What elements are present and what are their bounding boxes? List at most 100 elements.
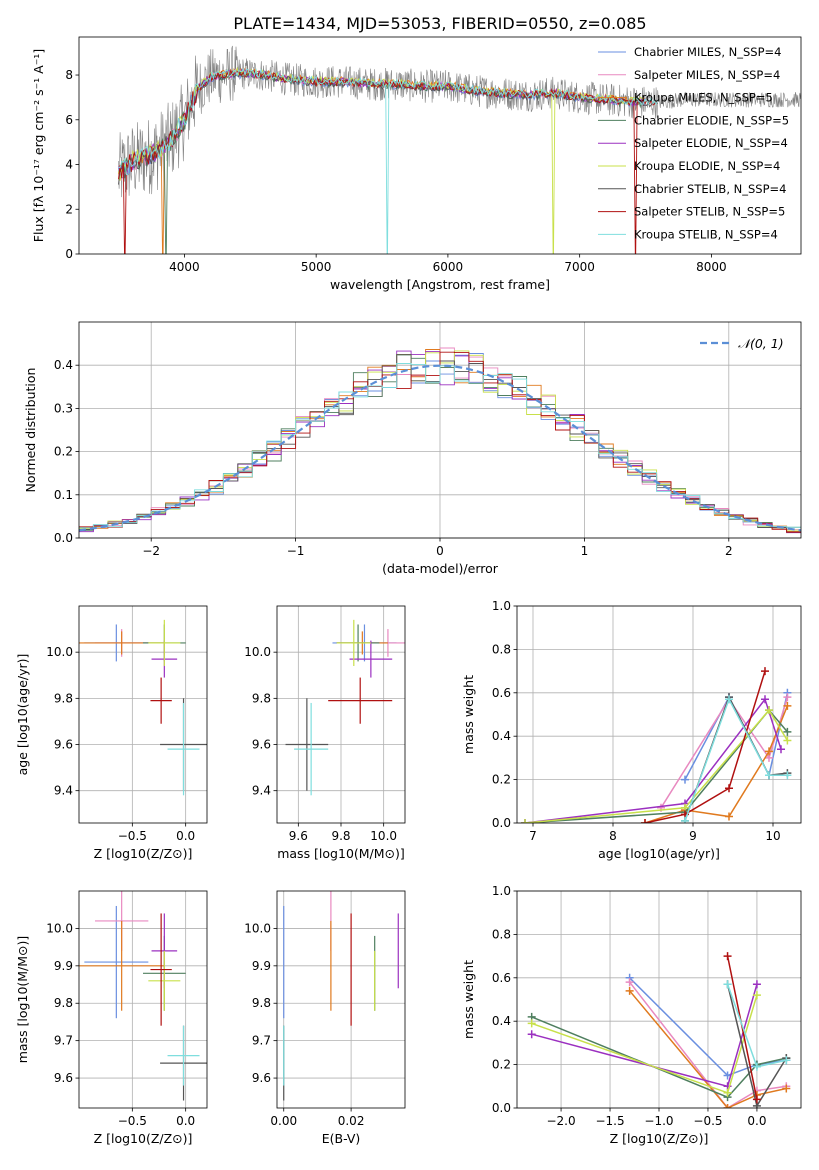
model-spectrum-salpeter-stelib (118, 68, 658, 254)
x-axis-label: Z [log10(Z/Z⊙)] (94, 1131, 193, 1146)
y-tick-label: 9.9 (252, 959, 271, 973)
errorbar-kroupa-stelib (294, 702, 329, 796)
grid (277, 606, 405, 823)
x-tick-label: 9 (689, 829, 697, 843)
series-marker (725, 695, 733, 704)
series-marker (725, 812, 733, 821)
x-tick-label: 5000 (301, 260, 332, 274)
figure-title: PLATE=1434, MJD=53053, FIBERID=0550, z=0… (233, 14, 646, 33)
x-tick-label: 6000 (433, 260, 464, 274)
axes-residuals: −2 −1 0 1 2 0.0 0.1 0.2 0.3 0.4 (data-model)/error… (23, 321, 802, 576)
legend-label: Chabrier MILES, N_SSP=4 (634, 45, 781, 59)
series-marker (625, 986, 634, 995)
x-axis-label: wavelength [Angstrom, rest frame] (330, 277, 550, 292)
y-tick-label: 0 (65, 247, 73, 261)
y-tick-label: 0.4 (492, 1014, 511, 1028)
legend-label: Chabrier ELODIE, N_SSP=5 (634, 113, 789, 127)
series-marker (527, 1019, 536, 1028)
plot-area (527, 952, 791, 1108)
y-tick-label: 9.4 (252, 784, 271, 798)
series-line (629, 977, 787, 1077)
series-marker (723, 980, 732, 989)
series-line (531, 1016, 787, 1099)
x-tick-label: 8000 (696, 260, 727, 274)
axes-frame (516, 605, 802, 824)
x-tick-label: 1 (581, 544, 589, 558)
legend-label: Salpeter ELODIE, N_SSP=4 (634, 136, 788, 150)
y-tick-label: 0.2 (492, 1058, 511, 1072)
x-tick-label: 0.00 (270, 1114, 297, 1128)
axes-frame (276, 890, 406, 1109)
series-salpeter-elodie (521, 695, 785, 823)
grid (517, 890, 801, 1109)
errorbar-chabrier-stelib (285, 698, 329, 791)
x-tick-label: −2 (142, 544, 160, 558)
x-tick-label: 7 (529, 829, 537, 843)
legend-label: 𝒩(0, 1) (738, 336, 784, 351)
plot-area (79, 347, 801, 534)
errorbar-chabrier-miles (84, 905, 149, 1019)
plots: 4000 5000 6000 7000 8000 0 2 4 6 8 wavelength [Ang… (15, 36, 802, 1146)
plot-area (521, 667, 792, 823)
series-line (531, 994, 758, 1094)
errorbar-kroupa-elodie (148, 619, 181, 667)
y-tick-label: 0.0 (54, 531, 73, 545)
y-tick-label: 10.0 (244, 921, 271, 935)
series-marker (752, 1062, 761, 1071)
y-tick-label: 0.2 (492, 773, 511, 787)
axes-weight-vs-age: 7 8 9 10 0.0 0.2 0.4 0.6 0.8 1.0 age [log10(age/yr… (461, 599, 802, 861)
y-tick-label: 0.0 (492, 1101, 511, 1115)
x-tick-label: 8 (609, 829, 617, 843)
y-tick-label: 0.4 (54, 358, 73, 372)
x-tick-label: −1.0 (644, 1114, 673, 1128)
series-kroupa-stelib (723, 980, 791, 1071)
series-marker (765, 771, 773, 780)
axes-frame (78, 605, 208, 824)
grid (79, 606, 207, 823)
y-tick-label: 8 (65, 68, 73, 82)
hist-salpeter-stelib (79, 351, 801, 533)
errorbar-kroupa-miles (79, 920, 165, 1011)
axes-age-vs-mass: 9.6 9.8 10.0 9.4 9.6 9.8 10.0 mass [log10(M/M⊙)… (244, 605, 406, 861)
grid (79, 891, 207, 1108)
series-marker (527, 1030, 536, 1039)
y-tick-label: 2 (65, 202, 73, 216)
series-marker (783, 727, 792, 736)
gaussian-curve (79, 364, 801, 532)
series-marker (752, 1095, 761, 1104)
x-tick-label: 0.02 (338, 1114, 365, 1128)
series-marker (725, 784, 733, 793)
series-marker (782, 1056, 791, 1065)
series-line (524, 709, 788, 823)
series-line (629, 981, 787, 1108)
legend-label: Kroupa STELIB, N_SSP=4 (634, 227, 778, 241)
series-kroupa-elodie (521, 706, 792, 823)
y-tick-label: 9.4 (54, 784, 73, 798)
axes-frame (78, 321, 802, 539)
series-kroupa-elodie (527, 991, 761, 1097)
y-tick-label: 10.0 (46, 645, 73, 659)
axes-frame (78, 36, 802, 255)
x-tick-label: −0.5 (118, 829, 147, 843)
axes-weight-vs-Z: −2.0 −1.5 −1.0 −0.5 0.0 0.0 0.2 0.4 0.6 0.8 1.0 Z [… (461, 884, 802, 1146)
x-tick-label: 4000 (169, 260, 200, 274)
y-tick-label: 9.9 (54, 959, 73, 973)
series-marker (765, 747, 773, 756)
series-marker (782, 1084, 791, 1093)
y-tick-label: 0.6 (492, 686, 511, 700)
x-axis-label: Z [log10(Z/Z⊙)] (610, 1131, 709, 1146)
x-tick-label: 0 (436, 544, 444, 558)
x-tick-label: 0.0 (176, 1114, 195, 1128)
x-axis-label: E(B-V) (322, 1131, 361, 1146)
series-marker (761, 695, 769, 704)
series-chabrier-elodie (521, 706, 792, 823)
grid (277, 891, 405, 1108)
y-tick-label: 9.6 (252, 738, 271, 752)
series-marker (681, 816, 689, 823)
grid (517, 605, 801, 824)
errorbar-kroupa-stelib (167, 1025, 200, 1086)
plot-area (79, 619, 207, 796)
series-line (644, 670, 766, 823)
model-spectrum-chabrier-elodie (118, 69, 646, 254)
y-tick-label: 0.3 (54, 401, 73, 415)
